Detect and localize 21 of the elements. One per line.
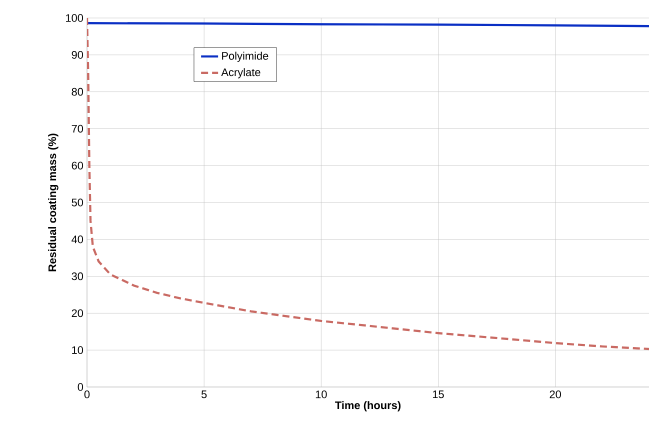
x-tick-label: 0 (84, 390, 90, 398)
y-tick-label: 50 (72, 198, 84, 206)
y-tick-label: 30 (72, 272, 84, 280)
legend-label: Polyimide (222, 52, 268, 62)
y-tick-label: 100 (66, 14, 84, 22)
legend-label: Acrylate (221, 68, 260, 78)
y-tick-label: 40 (72, 236, 84, 244)
x-tick-label: 5 (201, 390, 207, 398)
y-tick-label: 60 (72, 162, 84, 170)
x-axis-title: Time (hours) (335, 401, 401, 412)
y-tick-label: 0 (78, 383, 84, 391)
y-axis-title: Residual coating mass (%) (48, 134, 58, 272)
x-tick-label: 10 (316, 390, 327, 398)
y-tick-label: 10 (72, 346, 84, 354)
y-tick-label: 90 (72, 51, 84, 59)
line-series (87, 18, 649, 350)
x-tick-label: 15 (432, 390, 444, 398)
y-tick-label: 70 (72, 124, 84, 133)
y-tick-label: 20 (72, 309, 84, 318)
x-tick-label: 20 (550, 390, 561, 398)
y-tick-label: 80 (72, 88, 84, 96)
